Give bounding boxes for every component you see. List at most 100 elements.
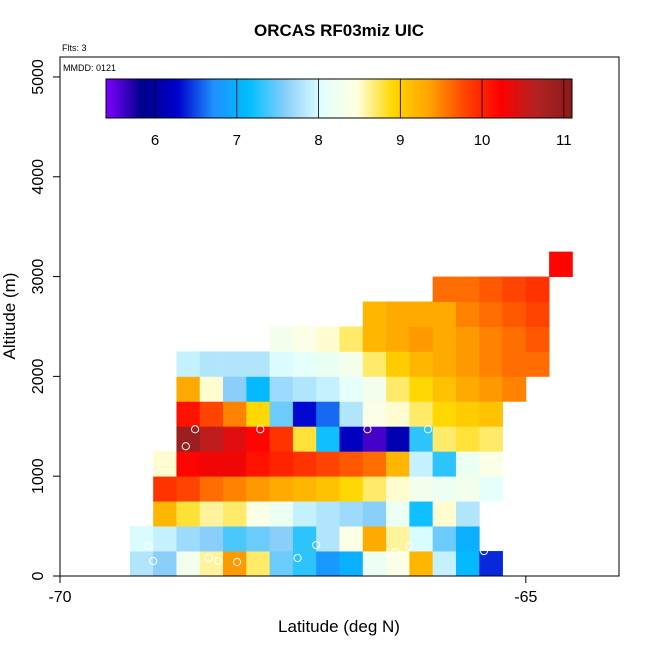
heatmap-cell [223, 376, 247, 402]
heatmap-cell [223, 351, 247, 377]
heatmap-cell [199, 501, 224, 527]
heatmap-cell [153, 451, 177, 477]
x-tick-label: -65 [514, 589, 537, 606]
marker-point [526, 490, 535, 499]
heatmap-cell [479, 276, 503, 302]
heatmap-cell [246, 526, 271, 552]
heatmap-cell [386, 301, 410, 327]
marker-point [586, 249, 596, 258]
heatmap-cell [432, 326, 457, 352]
heatmap-cell [246, 401, 271, 427]
heatmap-cell [525, 276, 550, 302]
marker-point [214, 556, 223, 566]
heatmap-cell [432, 426, 457, 452]
heatmap-cell [339, 426, 364, 452]
heatmap-cell [292, 351, 317, 377]
heatmap-cell [269, 476, 294, 502]
heatmap-cell [292, 376, 317, 402]
heatmap-cell [339, 351, 364, 377]
heatmap-cell [292, 551, 317, 577]
heatmap-cell [316, 426, 340, 452]
heatmap-cell [246, 426, 271, 452]
heatmap-cell [339, 476, 364, 502]
heatmap-cell [409, 476, 434, 502]
heatmap-cell [362, 351, 387, 377]
heatmap-cell [199, 426, 224, 452]
heatmap-cell [316, 376, 340, 402]
heatmap-cell [549, 251, 573, 277]
marker-point [363, 425, 372, 434]
heatmap-cell [362, 326, 387, 352]
heatmap-cell [199, 401, 224, 427]
heatmap-cell [525, 351, 550, 377]
heatmap-cell [502, 301, 527, 327]
heatmap-cell [432, 276, 457, 302]
heatmap-cell [199, 351, 224, 377]
heatmap-cell [409, 551, 434, 577]
marker-point [232, 557, 242, 567]
marker-point [423, 425, 433, 434]
heatmap-cell [176, 451, 201, 477]
heatmap-cell [409, 401, 434, 427]
heatmap-cell [386, 526, 410, 552]
heatmap-cell [223, 501, 247, 527]
heatmap-cell [362, 451, 387, 477]
x-axis: -70 -65 [48, 576, 537, 606]
colorbar-ticks: 6 7 8 9 10 11 [151, 79, 572, 149]
heatmap-cell [362, 376, 387, 402]
colorbar-gradient [105, 78, 573, 119]
heatmap-cell [223, 401, 247, 427]
heatmap-cell [176, 376, 201, 402]
heatmap-cell [269, 501, 294, 527]
heatmap-cell [455, 501, 480, 527]
heatmap-cell [362, 501, 387, 527]
heatmap-cell [153, 476, 177, 502]
heatmap-cell [386, 451, 410, 477]
heatmap-cell [339, 526, 364, 552]
heatmap-cell [153, 501, 177, 527]
heatmap-cell [362, 476, 387, 502]
heatmap-cell [409, 526, 434, 552]
y-tick-label: 2000 [30, 358, 47, 394]
heatmap-cell [479, 401, 503, 427]
colorbar: 6 7 8 9 10 11 [105, 78, 573, 149]
heatmap-cell [199, 376, 224, 402]
y-tick-label: 5000 [30, 59, 47, 95]
heatmap-cell [455, 526, 480, 552]
colorbar-tick-label: 8 [314, 132, 322, 149]
heatmap-cell [502, 351, 527, 377]
heatmap-cell [432, 476, 457, 502]
heatmap-cell [246, 451, 271, 477]
heatmap-cell [223, 426, 247, 452]
colorbar-tick-label: 11 [556, 132, 572, 149]
heatmap-cell [386, 501, 410, 527]
heatmap-cell [432, 501, 457, 527]
marker-points [144, 249, 596, 567]
heatmap-cell [479, 376, 503, 402]
marker-point [312, 540, 321, 550]
heatmap-cell [316, 526, 340, 552]
heatmap-cell [153, 551, 177, 577]
heatmap-cell [502, 276, 527, 302]
heatmap-cell [129, 551, 154, 577]
heatmap-cell [269, 401, 294, 427]
heatmap-cell [386, 376, 410, 402]
y-tick-label: 1000 [30, 458, 47, 494]
heatmap-cell [409, 351, 434, 377]
heatmap-cell [316, 476, 340, 502]
heatmap-cell [199, 476, 224, 502]
heatmap-cell [292, 426, 317, 452]
heatmap-cell [502, 376, 527, 402]
heatmap-cell [223, 476, 247, 502]
heatmap-cell [269, 451, 294, 477]
heatmap-cell [199, 526, 224, 552]
heatmap-cell [292, 451, 317, 477]
heatmap-cell [386, 401, 410, 427]
heatmap-cell [129, 526, 154, 552]
marker-point [293, 553, 302, 563]
heatmap-cell [269, 326, 294, 352]
date-annotation: MMDD: 0121 [63, 63, 116, 73]
heatmap-cell [339, 326, 364, 352]
heatmap-cell [316, 501, 340, 527]
heatmap-cell [246, 376, 271, 402]
